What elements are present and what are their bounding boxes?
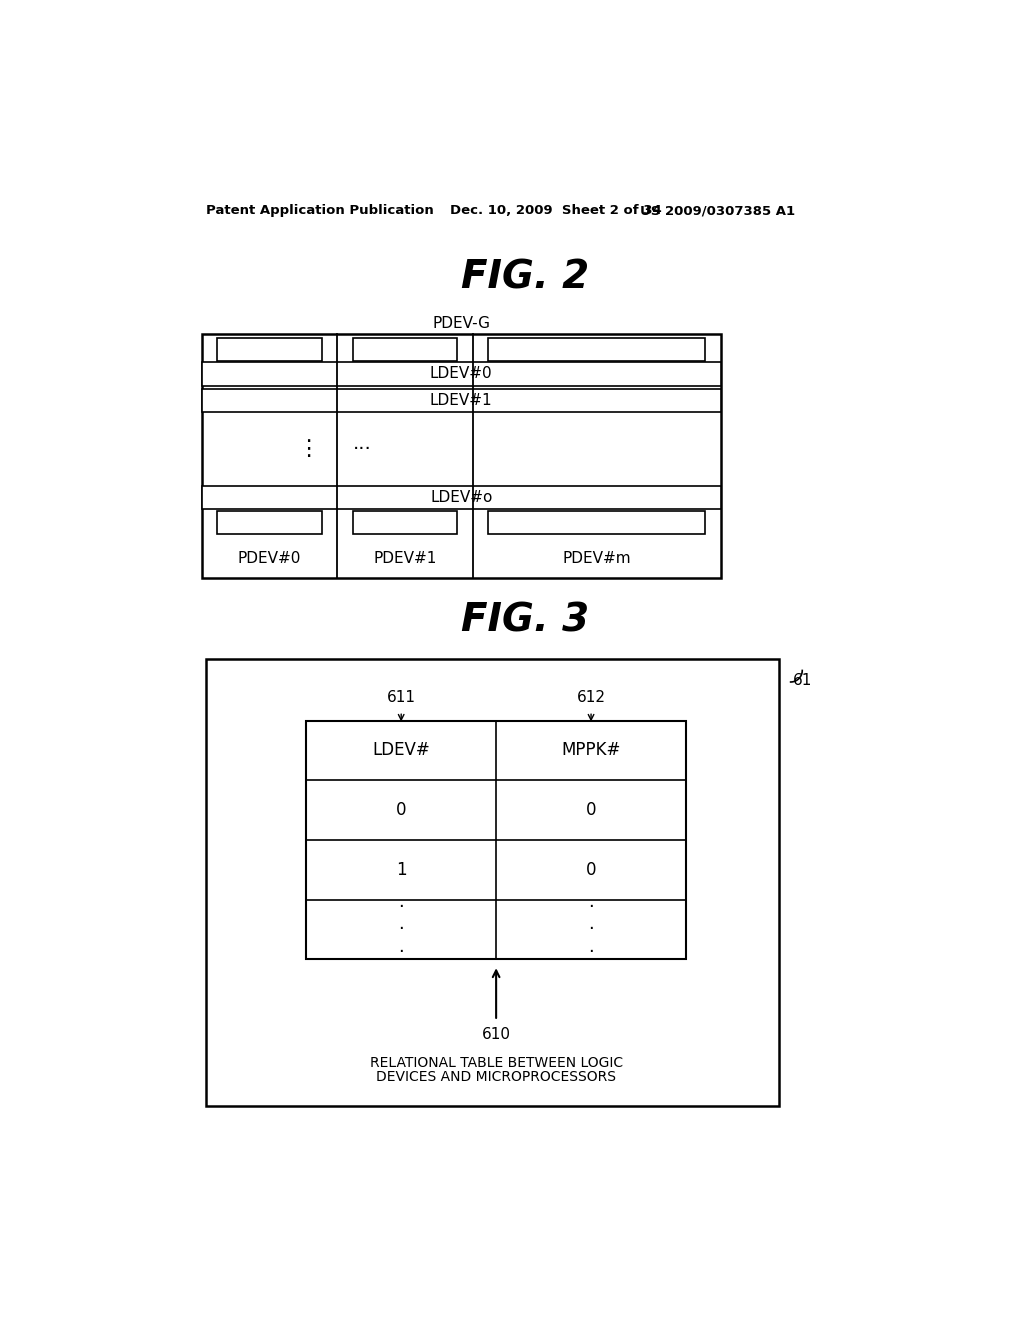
- Text: PDEV#1: PDEV#1: [374, 552, 437, 566]
- Text: Dec. 10, 2009  Sheet 2 of 34: Dec. 10, 2009 Sheet 2 of 34: [450, 205, 662, 218]
- Bar: [306, 721, 686, 960]
- Text: 0: 0: [586, 861, 596, 879]
- Bar: [352, 338, 458, 360]
- Text: US 2009/0307385 A1: US 2009/0307385 A1: [640, 205, 795, 218]
- Text: PDEV-G: PDEV-G: [432, 317, 490, 331]
- Bar: [206, 659, 779, 1106]
- Text: ·
·
·: · · ·: [398, 898, 404, 961]
- Bar: [202, 334, 721, 578]
- Bar: [202, 363, 721, 385]
- Text: Patent Application Publication: Patent Application Publication: [206, 205, 433, 218]
- Text: 1: 1: [396, 861, 407, 879]
- Bar: [488, 338, 706, 360]
- Text: ···: ···: [353, 440, 372, 459]
- Text: ·
·
·: · · ·: [588, 898, 594, 961]
- Bar: [488, 511, 706, 535]
- Text: LDEV#1: LDEV#1: [430, 392, 493, 408]
- Text: 0: 0: [586, 801, 596, 818]
- Bar: [217, 338, 322, 360]
- Text: ⋮: ⋮: [297, 440, 319, 459]
- Text: PDEV#m: PDEV#m: [562, 552, 631, 566]
- Text: LDEV#o: LDEV#o: [430, 490, 493, 504]
- Text: MPPK#: MPPK#: [561, 742, 621, 759]
- Bar: [217, 511, 322, 535]
- Text: RELATIONAL TABLE BETWEEN LOGIC: RELATIONAL TABLE BETWEEN LOGIC: [370, 1056, 623, 1071]
- Text: 0: 0: [396, 801, 407, 818]
- Text: 611: 611: [387, 690, 416, 705]
- Text: PDEV#0: PDEV#0: [238, 552, 301, 566]
- Text: LDEV#0: LDEV#0: [430, 367, 493, 381]
- Bar: [202, 486, 721, 508]
- Text: FIG. 3: FIG. 3: [461, 602, 589, 639]
- Bar: [202, 388, 721, 412]
- Text: 61: 61: [793, 673, 812, 688]
- Bar: [352, 511, 458, 535]
- Text: LDEV#: LDEV#: [373, 742, 430, 759]
- Text: 610: 610: [481, 1027, 511, 1043]
- Text: DEVICES AND MICROPROCESSORS: DEVICES AND MICROPROCESSORS: [376, 1071, 616, 1084]
- Text: 612: 612: [577, 690, 605, 705]
- Text: FIG. 2: FIG. 2: [461, 259, 589, 297]
